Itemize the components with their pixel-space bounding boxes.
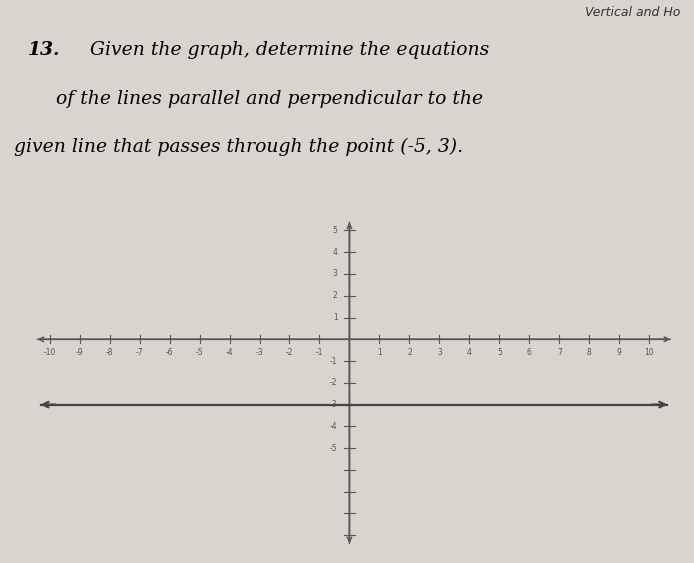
Text: 6: 6 (527, 348, 532, 357)
Text: 8: 8 (587, 348, 591, 357)
Text: 1: 1 (377, 348, 382, 357)
Text: 2: 2 (407, 348, 412, 357)
Text: Given the graph, determine the equations: Given the graph, determine the equations (90, 42, 489, 60)
Text: 4: 4 (332, 248, 337, 257)
Text: 9: 9 (617, 348, 622, 357)
Text: -4: -4 (330, 422, 337, 431)
Text: 5: 5 (332, 226, 337, 235)
Text: -10: -10 (44, 348, 56, 357)
Text: -7: -7 (136, 348, 144, 357)
Text: -6: -6 (166, 348, 174, 357)
Text: -2: -2 (286, 348, 294, 357)
Text: 3: 3 (332, 270, 337, 279)
Text: 4: 4 (467, 348, 472, 357)
Text: -1: -1 (316, 348, 323, 357)
Text: 13.: 13. (28, 42, 60, 60)
Text: -3: -3 (330, 400, 337, 409)
Text: Vertical and Ho: Vertical and Ho (585, 6, 680, 19)
Text: 10: 10 (645, 348, 654, 357)
Text: 3: 3 (437, 348, 442, 357)
Text: -3: -3 (255, 348, 263, 357)
Text: -1: -1 (330, 356, 337, 365)
Text: -4: -4 (226, 348, 233, 357)
Text: 7: 7 (557, 348, 561, 357)
Text: 2: 2 (333, 291, 337, 300)
Text: of the lines parallel and perpendicular to the: of the lines parallel and perpendicular … (56, 90, 482, 108)
Text: given line that passes through the point (-5, 3).: given line that passes through the point… (14, 138, 463, 157)
Text: -8: -8 (106, 348, 113, 357)
Text: -5: -5 (330, 444, 337, 453)
Text: -9: -9 (76, 348, 83, 357)
Text: -5: -5 (196, 348, 203, 357)
Text: -2: -2 (330, 378, 337, 387)
Text: 1: 1 (333, 313, 337, 322)
Text: 5: 5 (497, 348, 502, 357)
